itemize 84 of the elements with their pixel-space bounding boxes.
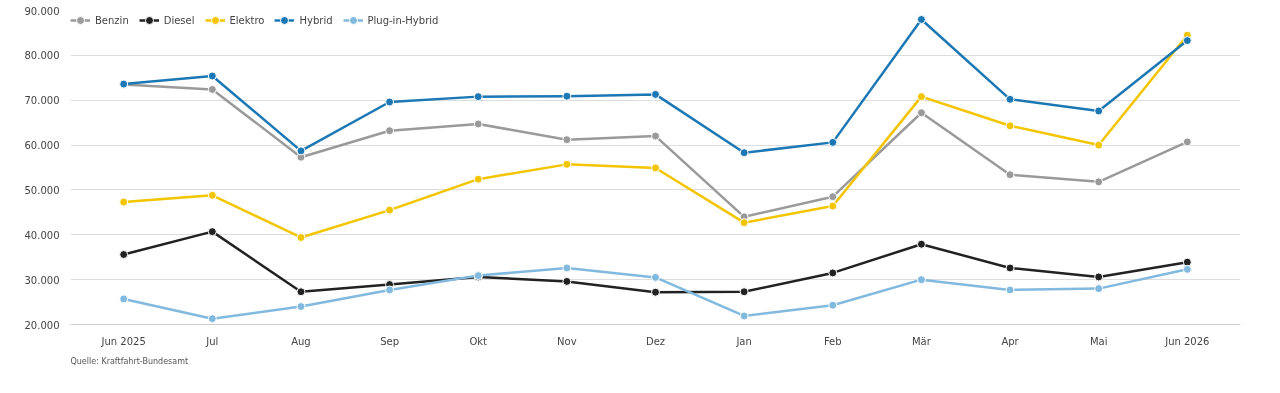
x-tick-label: Jul	[205, 335, 219, 347]
point	[651, 89, 660, 99]
point	[828, 192, 838, 202]
point	[739, 287, 749, 297]
point	[296, 302, 306, 312]
point	[562, 263, 572, 273]
point	[1182, 137, 1192, 147]
point	[1005, 121, 1015, 131]
point	[207, 84, 217, 94]
source-note: Quelle: Kraftfahrt-Bundesamt	[70, 356, 189, 366]
point	[1005, 263, 1015, 273]
point	[207, 227, 217, 237]
point	[385, 126, 395, 136]
point	[1094, 272, 1104, 282]
point	[562, 135, 572, 145]
x-tick-label: Jun 2026	[1164, 335, 1210, 347]
point	[562, 91, 572, 101]
point	[916, 14, 926, 24]
point	[1094, 177, 1104, 187]
y-tick-label: 70.000	[24, 95, 60, 107]
legend-label: Diesel	[163, 14, 195, 26]
point	[651, 272, 660, 282]
y-tick-label: 40.000	[24, 229, 60, 241]
point	[739, 218, 749, 228]
point	[207, 190, 217, 200]
y-tick-label: 80.000	[24, 50, 60, 62]
point	[385, 205, 395, 215]
point	[739, 148, 749, 158]
point	[119, 294, 129, 304]
legend-label: Elektro	[229, 14, 265, 26]
x-tick-label: Nov	[557, 335, 577, 347]
point	[828, 300, 838, 310]
point	[739, 311, 749, 321]
point	[119, 197, 129, 207]
point	[296, 232, 306, 242]
point	[1094, 140, 1104, 150]
legend-label: Plug-in-Hybrid	[367, 14, 439, 26]
point	[651, 131, 660, 141]
x-tick-label: Jan	[735, 335, 752, 347]
x-tick-label: Dez	[645, 335, 666, 347]
y-tick-label: 30.000	[24, 274, 60, 286]
legend-label: Benzin	[95, 14, 129, 26]
point	[1005, 285, 1015, 295]
point	[651, 163, 660, 173]
x-tick-label: Mär	[911, 335, 932, 347]
point	[828, 137, 838, 147]
point	[473, 119, 483, 129]
point	[916, 92, 926, 102]
point	[1182, 36, 1192, 46]
point	[562, 159, 572, 169]
point	[1182, 264, 1192, 274]
legend-label: Hybrid	[299, 14, 333, 26]
x-tick-label: Mai	[1089, 335, 1108, 347]
point	[651, 287, 660, 297]
y-tick-label: 20.000	[24, 319, 60, 331]
x-tick-label: Feb	[823, 335, 842, 347]
point	[1005, 170, 1015, 180]
point	[473, 174, 483, 184]
point	[828, 201, 838, 211]
point	[296, 146, 306, 156]
point	[119, 250, 129, 260]
point	[916, 275, 926, 285]
y-tick-label: 90.000	[24, 5, 60, 17]
x-tick-label: Sep	[380, 335, 400, 347]
point	[1094, 106, 1104, 116]
point	[385, 285, 395, 295]
point	[828, 268, 838, 278]
x-tick-label: Okt	[469, 335, 488, 347]
point	[207, 71, 217, 81]
point	[1005, 94, 1015, 104]
y-tick-label: 50.000	[24, 184, 60, 196]
y-tick-label: 60.000	[24, 140, 60, 152]
point	[207, 314, 217, 324]
x-tick-label: Aug	[291, 335, 311, 347]
point	[1094, 284, 1104, 294]
point	[916, 108, 926, 118]
point	[1182, 257, 1192, 267]
point	[385, 97, 395, 107]
x-tick-label: Jun 2025	[100, 335, 146, 347]
point	[562, 276, 572, 286]
point	[296, 287, 306, 297]
point	[473, 92, 483, 102]
point	[916, 239, 926, 249]
x-tick-label: Apr	[1001, 335, 1020, 347]
